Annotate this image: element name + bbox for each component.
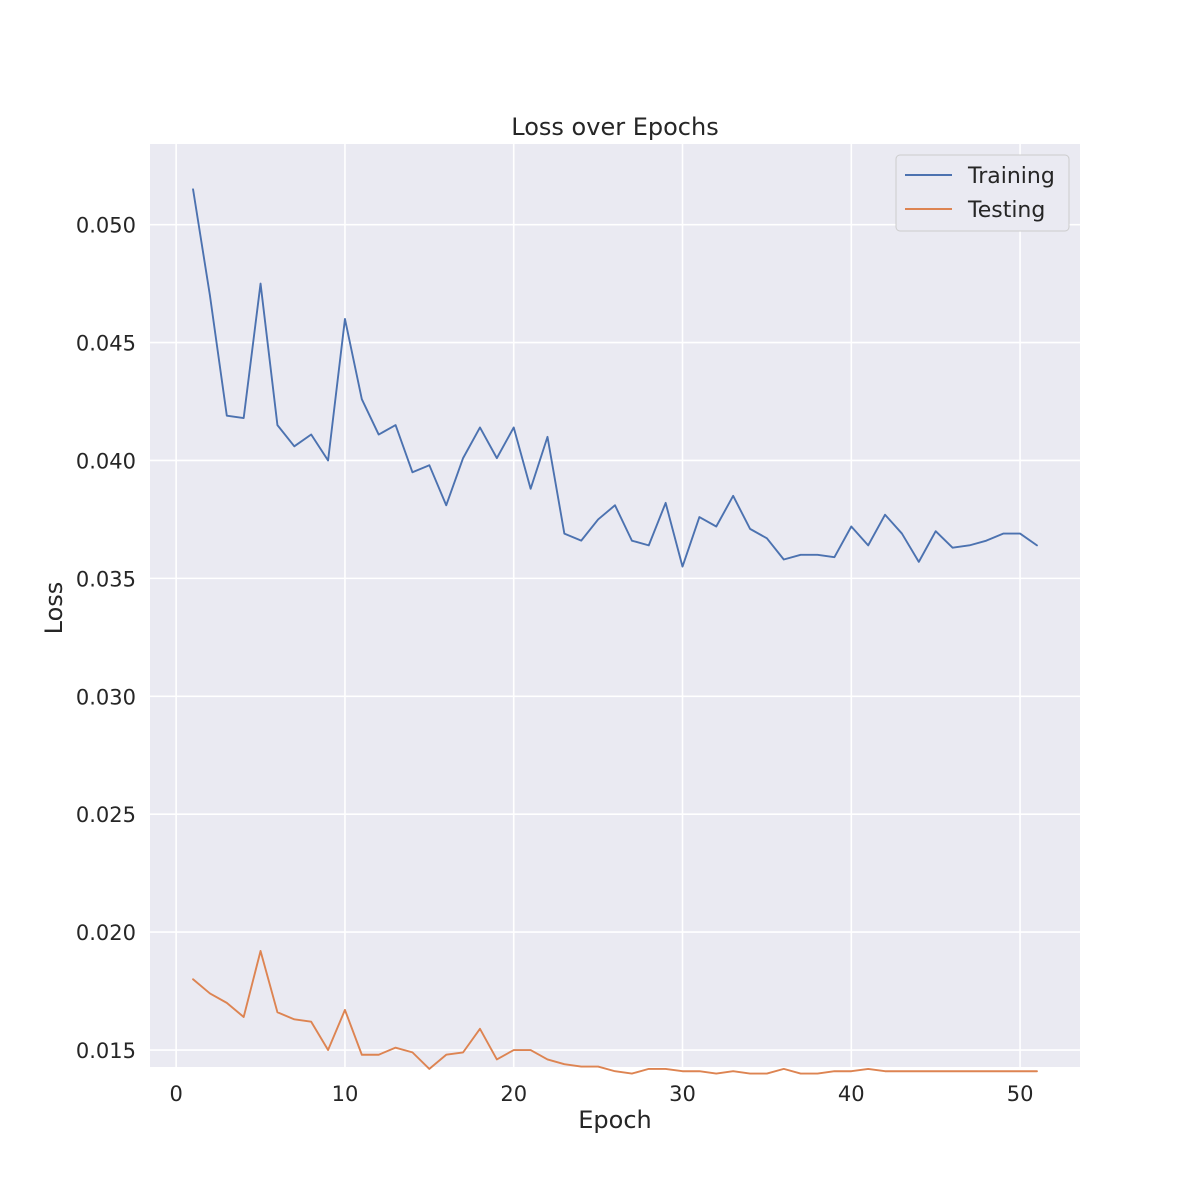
x-tick-label: 30 [669,1082,696,1106]
series-line-training [192,188,1038,568]
x-tick-label: 10 [332,1082,359,1106]
y-tick-label: 0.030 [76,685,136,709]
y-tick-label: 0.050 [76,214,136,238]
x-tick-label: 0 [169,1082,182,1106]
y-tick-label: 0.040 [76,449,136,473]
series-lines [192,188,1038,1075]
x-tick-label: 50 [1007,1082,1034,1106]
y-tick-label: 0.035 [76,567,136,591]
plot-area [150,144,1080,1067]
grid [150,144,1080,1067]
series-line-testing [192,950,1038,1075]
y-axis-title: Loss [40,582,68,635]
y-tick-label: 0.015 [76,1039,136,1063]
x-axis-ticks: 0 10 20 30 40 50 [169,1082,1033,1106]
y-axis-ticks: 0.015 0.020 0.025 0.030 0.035 0.040 0.045 0.050 [76,214,136,1063]
x-tick-label: 20 [500,1082,527,1106]
chart-title: Loss over Epochs [511,113,718,141]
x-axis-title: Epoch [578,1106,652,1134]
y-tick-label: 0.045 [76,332,136,356]
legend-label-training: Training [967,164,1055,189]
legend: Training Testing [895,154,1070,232]
y-tick-label: 0.020 [76,921,136,945]
y-tick-label: 0.025 [76,803,136,827]
legend-label-testing: Testing [967,198,1045,223]
x-tick-label: 40 [838,1082,865,1106]
